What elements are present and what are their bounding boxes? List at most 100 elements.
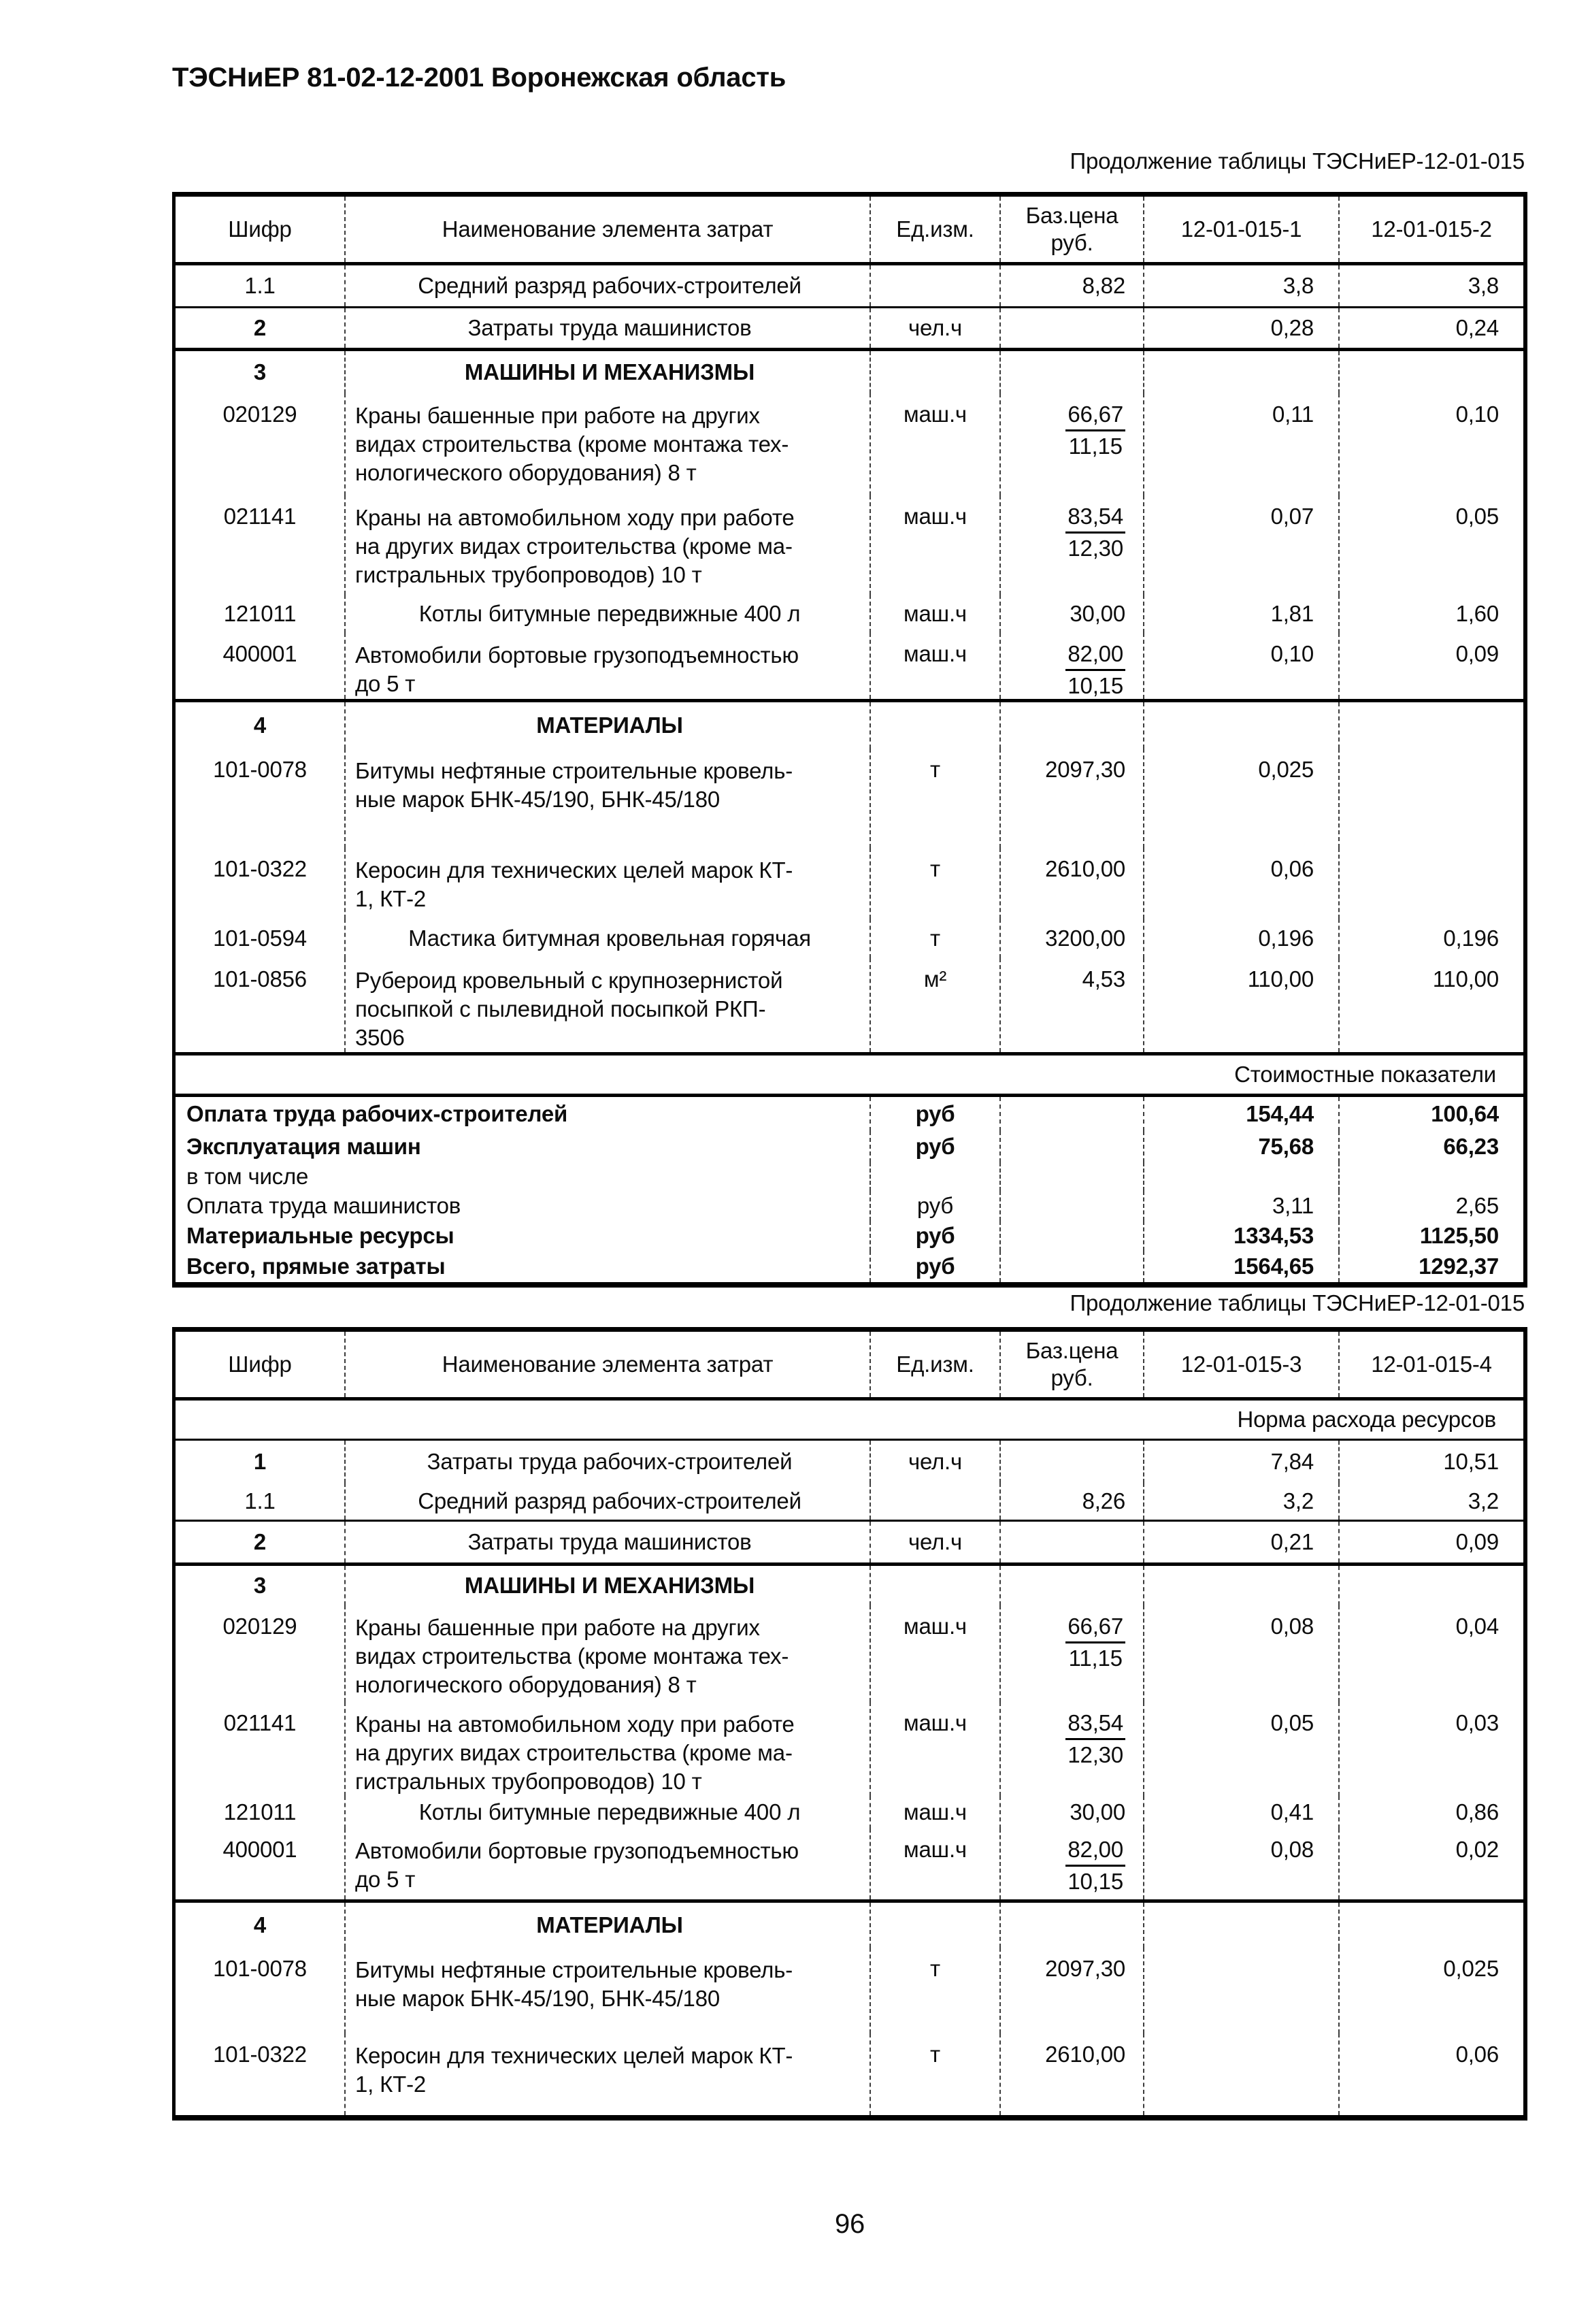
cell-value-1: 0,06 [1143, 848, 1338, 919]
cell-name: Мастика битумная кровельная горячая [344, 919, 869, 958]
cell-base-price: 30,00 [999, 1796, 1143, 1829]
cell-name: Краны на автомобильном ходу при работе на… [344, 1702, 869, 1796]
table-row: 1 Затраты труда рабочих-строителей чел.ч 7,… [176, 1441, 1523, 1483]
cell-base-price [999, 1221, 1143, 1251]
cell-value-2: 66,23 [1338, 1131, 1523, 1162]
cell-name: Краны башенные при работе на других видах… [344, 1605, 869, 1702]
summary-label: Оплата труда рабочих-строителей [186, 1101, 568, 1126]
table-row: 400001 Автомобили бортовые грузоподъемнос… [176, 633, 1523, 702]
cell-value-1 [1143, 1566, 1338, 1605]
cell-value-1: 0,196 [1143, 919, 1338, 958]
cell-value-2: 0,025 [1338, 1948, 1523, 2033]
table-row: Оплата труда машинистов руб 3,11 2,65 [176, 1191, 1523, 1221]
cell-unit [869, 1566, 999, 1605]
cell-unit: маш.ч [869, 1796, 999, 1829]
summary-label: в том числе [186, 1164, 309, 1189]
cell-base-price [999, 308, 1143, 348]
cell-value-1: 154,44 [1143, 1097, 1338, 1131]
cell-name: Битумы нефтяные строительные кровель-ные… [344, 749, 869, 848]
cell-value-2 [1338, 351, 1523, 393]
table-row: 021141 Краны на автомобильном ходу при ра… [176, 1702, 1523, 1796]
cell-value-1: 0,05 [1143, 1702, 1338, 1796]
cell-value-1: 0,41 [1143, 1796, 1338, 1829]
cell-value-1: 1,81 [1143, 595, 1338, 633]
cell-value-2: 0,24 [1338, 308, 1523, 348]
cell-base-price: 4,53 [999, 958, 1143, 1052]
cell-value-1: 110,00 [1143, 958, 1338, 1052]
cell-value-2 [1338, 702, 1523, 749]
header-cell: 12-01-015-4 [1338, 1332, 1523, 1397]
cell-code: 101-0078 [213, 1956, 307, 1981]
cell-unit [869, 351, 999, 393]
table-row: 400001 Автомобили бортовые грузоподъемнос… [176, 1829, 1523, 1903]
cell-base-price: 2610,00 [999, 2033, 1143, 2115]
table-row: 101-0594 Мастика битумная кровельная горя… [176, 919, 1523, 958]
cell-value-1 [1143, 1948, 1338, 2033]
table-row: в том числе [176, 1162, 1523, 1191]
cell-value-2 [1338, 1162, 1523, 1191]
cell-code: 101-0322 [213, 856, 307, 881]
cell-name: Керосин для технических целей марок КТ- 1… [344, 848, 869, 919]
cell-value-1: 0,025 [1143, 749, 1338, 848]
cell-base-price [999, 1251, 1143, 1282]
cell-value-2: 0,196 [1338, 919, 1523, 958]
cell-base-price [999, 1191, 1143, 1221]
cell-unit: маш.ч [869, 495, 999, 595]
header-cell: 12-01-015-1 [1143, 197, 1338, 262]
cell-unit: руб [869, 1097, 999, 1131]
cell-value-2: 0,10 [1338, 393, 1523, 495]
table-row: 3 МАШИНЫ И МЕХАНИЗМЫ [176, 1566, 1523, 1605]
cell-base-price: 2097,30 [999, 1948, 1143, 2033]
base-price-fraction: 66,67 11,15 [1065, 1614, 1125, 1671]
cell-unit: руб [869, 1251, 999, 1282]
cell-base-price [999, 1162, 1143, 1191]
cell-code: 121011 [223, 601, 297, 626]
cell-unit [869, 702, 999, 749]
cell-value-1 [1143, 702, 1338, 749]
table-row: 1.1 Средний разряд рабочих-строителей 8,26… [176, 1483, 1523, 1522]
cell-base-price [999, 1903, 1143, 1948]
cell-value-1: 0,08 [1143, 1605, 1338, 1702]
cell-unit [869, 265, 999, 306]
cell-code: 020129 [222, 402, 297, 427]
base-price-fraction: 82,00 10,15 [1065, 641, 1125, 699]
cell-code: 4 [253, 713, 267, 738]
cell-value-2: 1125,50 [1338, 1221, 1523, 1251]
cell-name: Затраты труда машинистов [344, 1522, 869, 1562]
cell-base-price: 8,82 [999, 265, 1143, 306]
cell-unit: м² [869, 958, 999, 1052]
table-row: 101-0078 Битумы нефтяные строительные кро… [176, 1948, 1523, 2033]
cell-base-price [999, 1522, 1143, 1562]
cell-name: Автомобили бортовые грузоподъемностью до … [344, 633, 869, 699]
cell-base-price: 66,67 11,15 [999, 1605, 1143, 1702]
cell-code: 3 [253, 359, 267, 384]
table-row: 020129 Краны башенные при работе на други… [176, 393, 1523, 495]
cell-code: 020129 [222, 1614, 297, 1639]
header-cell: Баз.цена руб. [999, 197, 1143, 262]
base-price-fraction: 83,54 12,30 [1065, 504, 1125, 561]
cell-base-price: 2097,30 [999, 749, 1143, 848]
cell-code: 3 [253, 1573, 267, 1598]
cell-base-price [999, 702, 1143, 749]
table-row: 1.1 Средний разряд рабочих-строителей 8,82… [176, 265, 1523, 308]
note-cell: Стоимостные показатели [1234, 1062, 1496, 1087]
cell-code: 101-0322 [213, 2042, 307, 2067]
cell-unit: маш.ч [869, 633, 999, 699]
cell-code: 1.1 [244, 1488, 276, 1513]
base-price-fraction: 83,54 12,30 [1065, 1710, 1125, 1768]
cell-unit [869, 1483, 999, 1520]
cell-value-1: 1334,53 [1143, 1221, 1338, 1251]
table-row: Норма расхода ресурсов [176, 1401, 1523, 1441]
cell-unit: руб [869, 1221, 999, 1251]
table-row: 121011 Котлы битумные передвижные 400 л ма… [176, 1796, 1523, 1829]
header-cell: Баз.цена руб. [999, 1332, 1143, 1397]
header-cell: Наименование элемента затрат [344, 197, 869, 262]
header-cell: Шифр [228, 216, 292, 242]
table-row: 2 Затраты труда машинистов чел.ч 0,21 0,09 [176, 1522, 1523, 1566]
cell-unit [869, 1162, 999, 1191]
cell-code: 101-0594 [213, 926, 307, 951]
header-cell: Ед.изм. [869, 197, 999, 262]
cell-base-price: 2610,00 [999, 848, 1143, 919]
cell-code: 1.1 [244, 273, 276, 298]
cell-base-price: 82,00 10,15 [999, 1829, 1143, 1899]
